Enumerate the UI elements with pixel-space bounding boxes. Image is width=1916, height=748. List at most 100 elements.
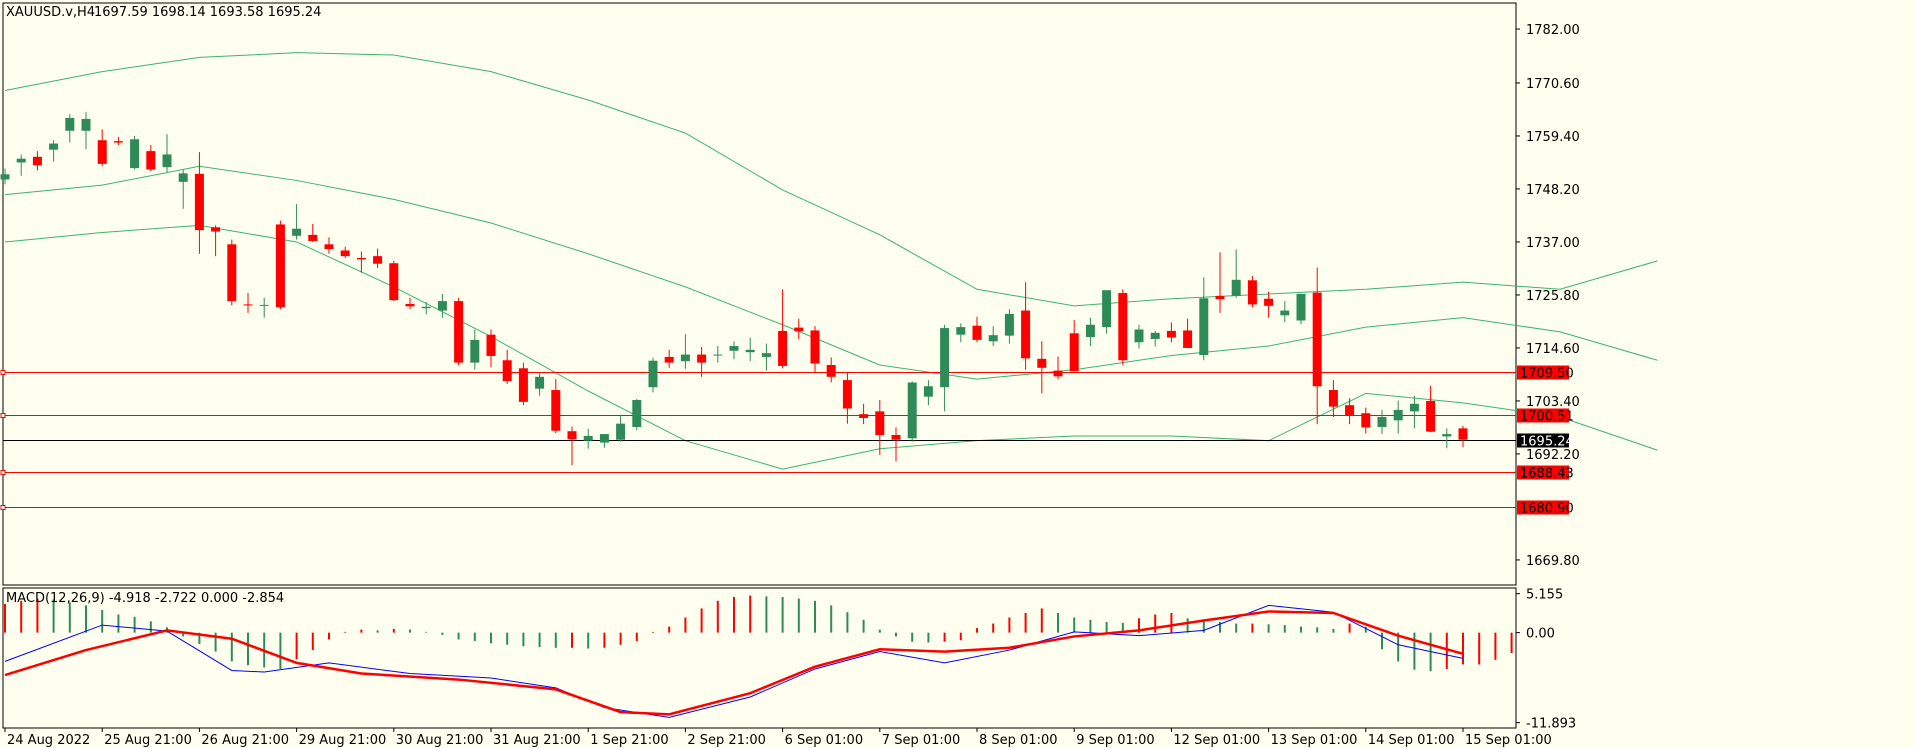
- level-handle-1[interactable]: [0, 413, 6, 418]
- candle-body: [1085, 324, 1095, 338]
- time-axis-label-12: 12 Sep 01:00: [1173, 733, 1260, 748]
- candle-body: [859, 414, 869, 418]
- level-handle-3[interactable]: [0, 505, 6, 510]
- level-price-tag-3: [1517, 500, 1569, 515]
- macd-pane-frame: [2, 587, 1517, 729]
- candle-body: [1458, 428, 1468, 440]
- candle-body: [1345, 405, 1355, 416]
- macd-axis-label-2: -11.893: [1526, 717, 1576, 732]
- candle-body: [1215, 295, 1225, 300]
- time-axis-label-8: 6 Sep 01:00: [785, 733, 864, 748]
- candle-body: [292, 228, 302, 236]
- candle-body: [405, 303, 415, 307]
- candle-body: [389, 263, 399, 301]
- time-axis-label-13: 13 Sep 01:00: [1271, 733, 1358, 748]
- time-axis-label-11: 9 Sep 01:00: [1076, 733, 1155, 748]
- candle-body: [211, 227, 221, 232]
- price-axis-label-7: 1703.40: [1526, 395, 1580, 410]
- candle-body: [340, 250, 350, 257]
- candle-body: [1021, 310, 1031, 359]
- candle-body: [1264, 298, 1274, 306]
- candle-body: [907, 382, 917, 439]
- candle-body: [1280, 310, 1290, 316]
- candle-body: [1247, 280, 1257, 305]
- time-axis-label-5: 31 Aug 21:00: [493, 733, 581, 748]
- candle-body: [1328, 390, 1338, 407]
- time-axis-label-15: 15 Sep 01:00: [1465, 733, 1552, 748]
- candle-body: [988, 335, 998, 342]
- candle-body: [1134, 329, 1144, 343]
- macd-signal-line: [4, 610, 1464, 716]
- candle-body: [1361, 413, 1371, 428]
- time-axis-label-4: 30 Aug 21:00: [396, 733, 484, 748]
- candle-body: [454, 301, 464, 363]
- candle-body: [502, 360, 512, 382]
- candle-body: [130, 139, 140, 169]
- candle-body: [535, 376, 545, 389]
- macd-axis-label-1: 0.00: [1526, 627, 1555, 642]
- candle-body: [794, 327, 804, 332]
- time-axis-label-3: 29 Aug 21:00: [299, 733, 387, 748]
- candle-body: [972, 325, 982, 340]
- candle-body: [49, 143, 59, 150]
- time-axis-label-7: 2 Sep 21:00: [687, 733, 766, 748]
- candle-body: [842, 380, 852, 409]
- level-price-label-2: 1688.43: [1520, 467, 1574, 482]
- level-price-label-0: 1709.50: [1520, 367, 1574, 382]
- candle-body: [356, 258, 366, 260]
- candle-body: [1102, 290, 1112, 328]
- candle-body: [32, 156, 42, 166]
- price-axis-label-0: 1782.00: [1526, 23, 1580, 38]
- candle-body: [616, 423, 626, 440]
- candle-body: [697, 354, 707, 363]
- level-handle-2[interactable]: [0, 470, 6, 475]
- current-price-label: 1695.24: [1520, 435, 1574, 450]
- candle-body: [470, 339, 480, 363]
- time-axis-label-0: 24 Aug 2022: [7, 733, 90, 748]
- current-price-tag: [1517, 433, 1569, 448]
- symbol-label: XAUUSD.v,H4: [6, 5, 95, 20]
- ohlc-values: 1697.59 1698.14 1693.58 1695.24: [94, 5, 321, 20]
- candle-body: [599, 434, 609, 443]
- candle-body: [680, 354, 690, 362]
- time-axis-label-9: 7 Sep 01:00: [882, 733, 961, 748]
- candle-body: [956, 327, 966, 335]
- candle-body: [632, 399, 642, 427]
- level-price-tag-1: [1517, 408, 1569, 423]
- candle-body: [875, 411, 885, 436]
- bollinger-upper-line: [4, 52, 1658, 307]
- candle-body: [113, 141, 123, 143]
- candle-body: [518, 368, 528, 402]
- candle-body: [1053, 370, 1063, 377]
- price-axis-label-8: 1692.20: [1526, 448, 1580, 463]
- price-axis-label-5: 1725.80: [1526, 289, 1580, 304]
- candle-body: [664, 356, 674, 363]
- candle-body: [1312, 292, 1322, 387]
- candle-body: [940, 328, 950, 388]
- candle-body: [1069, 333, 1079, 372]
- candle-body: [567, 431, 577, 440]
- price-axis-label-6: 1714.60: [1526, 342, 1580, 357]
- time-axis-label-2: 26 Aug 21:00: [201, 733, 289, 748]
- candle-body: [0, 174, 10, 180]
- candle-body: [178, 173, 188, 182]
- candle-body: [1150, 332, 1160, 339]
- macd-axis-label-0: 5.155: [1526, 588, 1563, 603]
- candle-body: [227, 244, 237, 302]
- candle-body: [146, 151, 156, 170]
- candle-body: [583, 435, 593, 441]
- level-price-label-1: 1700.51: [1520, 410, 1574, 425]
- bollinger-middle-line: [4, 165, 1658, 380]
- level-price-tag-2: [1517, 465, 1569, 480]
- level-handle-0[interactable]: [0, 370, 6, 375]
- candle-body: [1393, 409, 1403, 421]
- candle-body: [259, 304, 269, 306]
- time-axis-label-6: 1 Sep 21:00: [590, 733, 669, 748]
- candle-body: [648, 360, 658, 388]
- candle-body: [923, 386, 933, 397]
- candle-body: [1409, 403, 1419, 412]
- candle-body: [162, 154, 172, 168]
